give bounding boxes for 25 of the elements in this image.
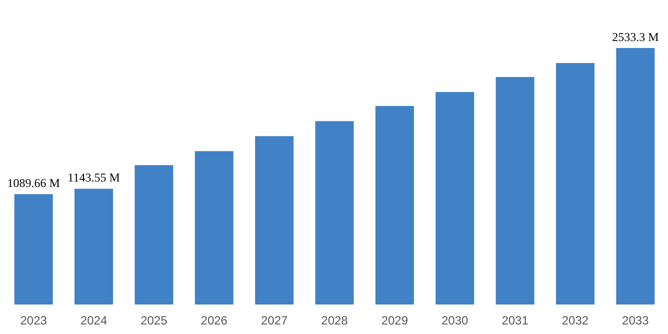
bar (556, 62, 594, 304)
x-tick-label: 2027 (260, 314, 288, 328)
x-tick-label: 2028 (321, 314, 348, 328)
x-tick-label: 2031 (502, 314, 529, 328)
bar (616, 48, 655, 304)
bar (436, 92, 474, 304)
x-tick-label: 2026 (200, 314, 228, 328)
bar (315, 121, 354, 304)
bar (74, 188, 114, 304)
x-tick-label: 2032 (562, 314, 589, 328)
x-tick-label: 2025 (140, 314, 168, 328)
data-label: 1089.66 M (7, 176, 60, 190)
x-tick-label: 2023 (20, 314, 48, 328)
bar (375, 106, 414, 304)
bar (14, 194, 53, 304)
bar (496, 76, 534, 304)
data-label: 2533.3 M (612, 30, 660, 44)
data-label: 1143.55 M (68, 170, 120, 185)
x-tick-label: 2033 (622, 314, 650, 328)
bar (134, 165, 174, 304)
x-tick-label: 2030 (442, 314, 469, 328)
bar (255, 136, 294, 304)
bar (194, 151, 234, 304)
x-tick-label: 2024 (80, 314, 108, 328)
x-tick-label: 2029 (381, 314, 408, 328)
